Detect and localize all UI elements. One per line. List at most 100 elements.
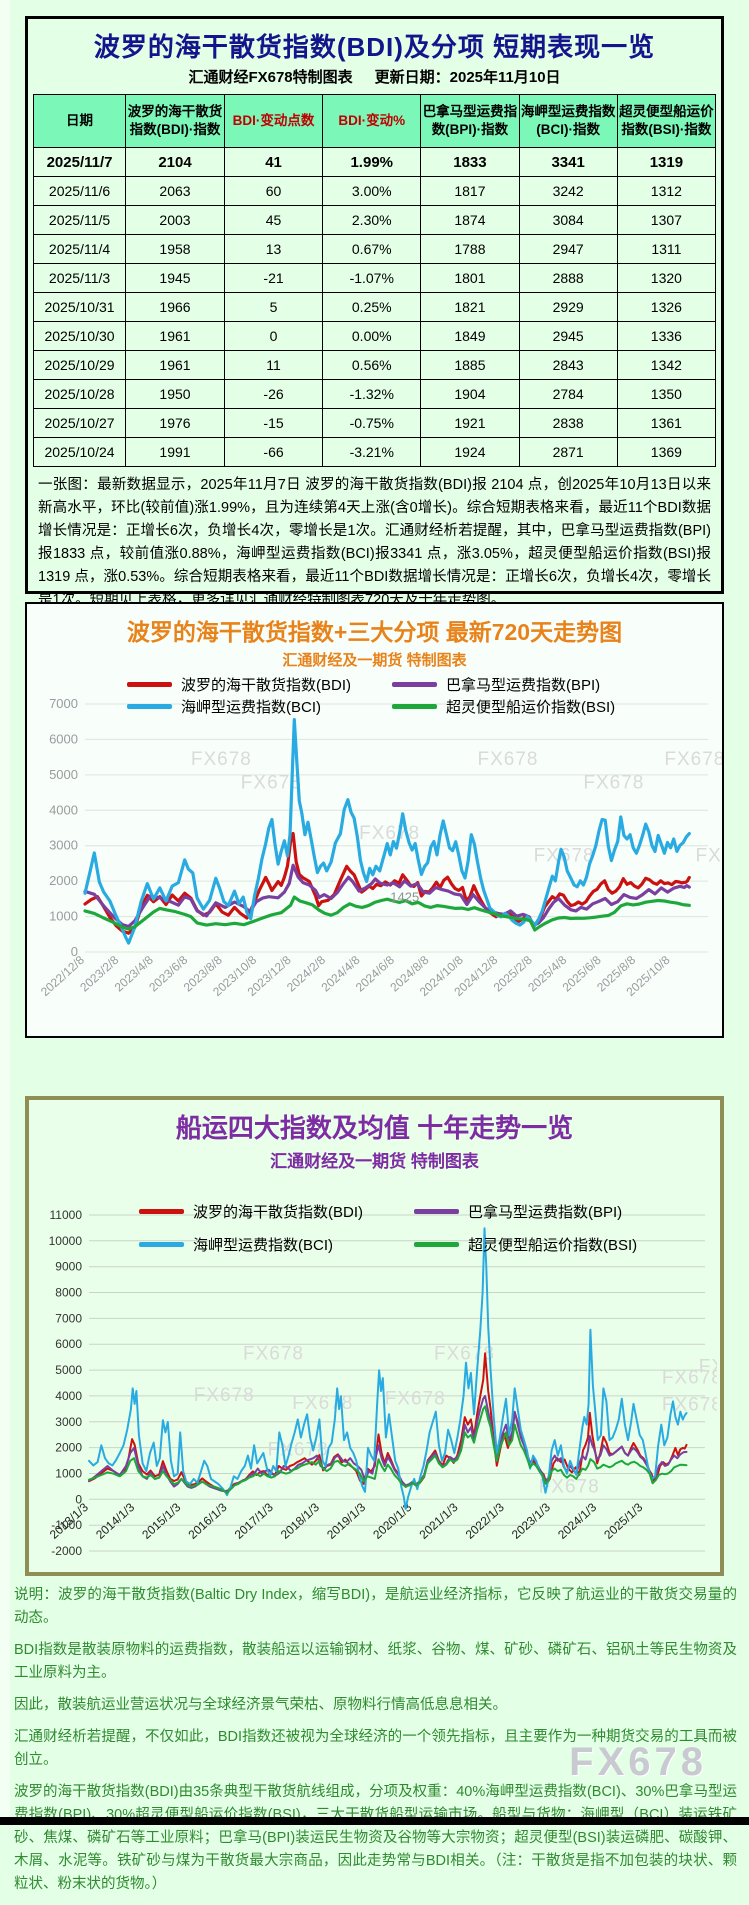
y-tick-label: 4000 <box>49 802 78 817</box>
table-cell: 0.00% <box>322 321 422 351</box>
legend-label: 波罗的海干散货指数(BDI) <box>193 1204 363 1221</box>
table-row: 2025/11/7 2104 41 1.99% 1833 3341 1319 <box>32 147 717 177</box>
legend-item-bsi: 超灵便型船运价指数(BSI) <box>392 696 657 717</box>
chart-10y-title: 船运四大指数及均值 十年走势一览 <box>175 1113 574 1143</box>
column-header: 日期 <box>32 94 127 148</box>
table-cell: 1961 <box>125 321 225 351</box>
table-cell: 2025/11/7 <box>32 147 127 177</box>
series-line-bsi <box>83 895 691 932</box>
x-tick-label: 2018/1/3 <box>278 1500 322 1542</box>
annotation-label: 1425 <box>390 890 419 905</box>
fx678-chart-watermark: FX678 <box>243 1344 304 1365</box>
fx678-chart-watermark: FX678 <box>241 773 302 794</box>
y-tick-label: 5000 <box>49 767 78 782</box>
table-cell: -66 <box>223 437 324 467</box>
footnote-line: 说明：波罗的海干散货指数(Baltic Dry Index，缩写BDI)，是航运… <box>14 1587 737 1626</box>
fx678-chart-watermark: FX678 <box>539 1477 600 1498</box>
table-cell: -0.75% <box>322 408 422 438</box>
table-row: 2025/10/31 1966 5 0.25% 1821 2929 1326 <box>32 292 717 322</box>
table-cell: 2888 <box>518 263 618 293</box>
table-cell: 1821 <box>420 292 520 322</box>
y-tick-label: 1000 <box>55 1467 82 1481</box>
table-cell: 3242 <box>518 176 618 206</box>
series-line-bsi <box>88 1405 688 1494</box>
legend-swatch-bpi <box>414 1209 459 1214</box>
x-tick-label: 2025/1/3 <box>601 1500 645 1542</box>
fx678-chart-watermark: FX678 <box>583 773 644 794</box>
table-row: 2025/10/30 1961 0 0.00% 1849 2945 1336 <box>32 321 717 351</box>
column-header: BDI·变动% <box>322 94 422 148</box>
bdi-short-term-table: 日期 波罗的海干散货指数(BDI)·指数 BDI·变动点数 BDI·变动% 巴拿马型运费… <box>32 94 717 467</box>
table-cell: 2945 <box>518 321 618 351</box>
y-tick-label: 2000 <box>55 1441 82 1455</box>
table-cell: 1369 <box>616 437 717 467</box>
table-cell: 1350 <box>616 379 717 409</box>
footnote-line: 汇通财经析若提醒，不仅如此，BDI指数还被视为全球经济的一个领先指标，且主要作为… <box>14 1729 737 1768</box>
table-cell: 2025/10/27 <box>32 408 127 438</box>
table-cell: 1904 <box>420 379 520 409</box>
x-tick-label: 2019/1/3 <box>324 1500 368 1542</box>
table-cell: 2025/11/5 <box>32 205 127 235</box>
column-header: 波罗的海干散货指数(BDI)·指数 <box>125 94 225 148</box>
table-cell: 1950 <box>125 379 225 409</box>
table-row: 2025/11/3 1945 -21 -1.07% 1801 2888 1320 <box>32 263 717 293</box>
fx678-chart-watermark: FX678 <box>478 749 539 770</box>
footnote-line: 因此，散装航运业营运状况与全球经济景气荣枯、原物料行情高低息息相关。 <box>14 1697 507 1713</box>
chart-720d-canvas: 7000 6000 5000 4000 3000 2000 1000 0 FX678 FX678 F… <box>38 696 722 999</box>
column-header: 超灵便型船运价指数(BSI)·指数 <box>616 94 717 148</box>
y-tick-label: 9000 <box>55 1260 82 1274</box>
chart-10y-legend: 波罗的海干散货指数(BDI) 巴拿马型运费指数(BPI) 海岬型运费指数(BCI) 超… <box>139 1201 689 1255</box>
table-cell: 2871 <box>518 437 618 467</box>
legend-swatch-bdi <box>127 682 172 687</box>
table-row: 2025/10/29 1961 11 0.56% 1885 2843 1342 <box>32 350 717 380</box>
footnote-line: BDI指数是散装原物料的运费指数，散装船运以运输钢材、纸浆、谷物、煤、矿砂、磷矿… <box>14 1642 737 1681</box>
legend-swatch-bpi <box>392 682 437 687</box>
y-tick-label: -2000 <box>51 1544 82 1558</box>
legend-label: 海岬型运费指数(BCI) <box>181 699 321 716</box>
table-cell: 2104 <box>125 147 225 177</box>
table-cell: 1991 <box>125 437 225 467</box>
chart-10y-canvas: 1100010000900080007000600050004000300020… <box>47 1208 717 1558</box>
chart-10y-section: 船运四大指数及均值 十年走势一览 汇通财经及一期货 特制图表 波罗的海干散货指数… <box>25 1096 724 1576</box>
fx678-chart-watermark: FX678 <box>194 1385 255 1406</box>
table-row: 2025/11/4 1958 13 0.67% 1788 2947 1311 <box>32 234 717 264</box>
table-cell: 1311 <box>616 234 717 264</box>
table-cell: 0.56% <box>322 350 422 380</box>
legend-label: 波罗的海干散货指数(BDI) <box>181 677 351 694</box>
table-cell: 1945 <box>125 263 225 293</box>
legend-item-bdi: 波罗的海干散货指数(BDI) <box>127 674 392 695</box>
series-line-bci <box>88 1227 688 1510</box>
fx678-chart-watermark: FX678 <box>191 749 252 770</box>
table-cell: 2.30% <box>322 205 422 235</box>
table-cell: 1361 <box>616 408 717 438</box>
table-cell: 1320 <box>616 263 717 293</box>
table-cell: 1319 <box>616 147 717 177</box>
table-cell: 41 <box>223 147 324 177</box>
table-cell: 11 <box>223 350 324 380</box>
legend-item-bsi: 超灵便型船运价指数(BSI) <box>414 1234 689 1255</box>
table-cell: 2063 <box>125 176 225 206</box>
table-cell: 5 <box>223 292 324 322</box>
table-cell: 3.00% <box>322 176 422 206</box>
table-cell: 2025/10/30 <box>32 321 127 351</box>
legend-item-bpi: 巴拿马型运费指数(BPI) <box>392 674 657 695</box>
column-header: BDI·变动点数 <box>223 94 324 148</box>
chart-10y-subtitle: 汇通财经及一期货 特制图表 <box>270 1152 479 1171</box>
table-cell: -15 <box>223 408 324 438</box>
table-cell: 1.99% <box>322 147 422 177</box>
table-row: 2025/10/24 1991 -66 -3.21% 1924 2871 1369 <box>32 437 717 467</box>
y-tick-label: 6000 <box>49 731 78 746</box>
table-cell: -1.07% <box>322 263 422 293</box>
table-cell: 2025/10/24 <box>32 437 127 467</box>
y-tick-label: 8000 <box>55 1286 82 1300</box>
chart-720d-title: 波罗的海干散货指数+三大分项 最新720天走势图 <box>126 619 623 645</box>
y-tick-label: 7000 <box>49 696 78 711</box>
fx678-chart-watermark: FX678 <box>292 1393 353 1414</box>
chart-720d-subtitle: 汇通财经及一期货 特制图表 <box>282 652 467 669</box>
x-tick-label: 2014/1/3 <box>93 1500 137 1542</box>
y-tick-label: 10000 <box>49 1234 83 1248</box>
fx678-chart-watermark: FX678 <box>664 749 722 770</box>
x-tick-label: 2016/1/3 <box>186 1500 230 1542</box>
x-tick-label: 2015/1/3 <box>139 1500 183 1542</box>
legend-item-bpi: 巴拿马型运费指数(BPI) <box>414 1201 689 1222</box>
